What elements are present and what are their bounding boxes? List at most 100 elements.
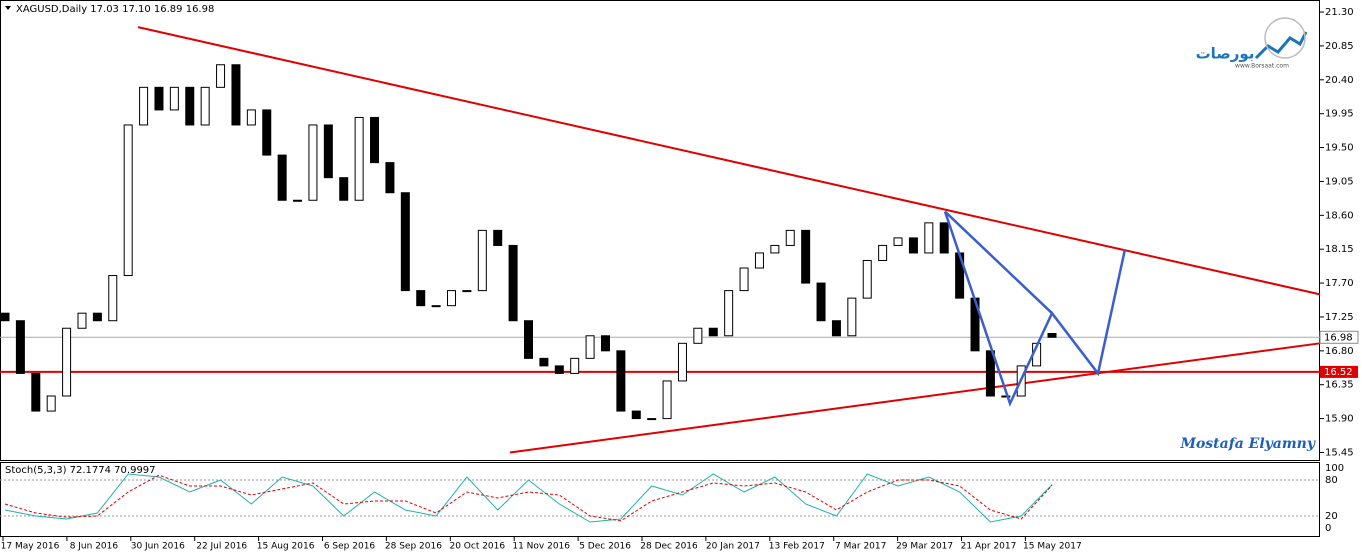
candle-body — [123, 124, 133, 277]
candle-body — [293, 199, 303, 202]
x-tick-label: 30 Jun 2016 — [131, 542, 185, 552]
candle-body — [262, 109, 272, 156]
candle-body — [246, 109, 256, 126]
candle-body — [924, 222, 934, 254]
x-tick-label: 22 Jul 2016 — [196, 542, 247, 552]
candle-body — [585, 335, 595, 359]
candle-body — [169, 86, 179, 111]
candle-body — [985, 350, 995, 397]
y-tick-label: 15.90 — [1325, 414, 1354, 425]
x-tick-label: 20 Oct 2016 — [449, 542, 505, 552]
menu-arrow — [5, 6, 11, 10]
candle-body — [62, 327, 72, 397]
candle-body — [570, 357, 580, 374]
candle-body — [92, 312, 102, 322]
x-tick-label: 15 May 2017 — [1023, 542, 1082, 552]
candle-body — [15, 320, 25, 374]
candle-body — [185, 86, 195, 126]
signature: Mostafa Elyamny — [1179, 436, 1315, 452]
candle-body — [847, 297, 857, 337]
y-tick-label: 17.70 — [1325, 278, 1354, 289]
candle-body — [862, 259, 872, 299]
level-label: 16.52 — [1324, 367, 1353, 378]
candle-body — [662, 380, 672, 420]
y-tick-label: 19.95 — [1325, 109, 1354, 120]
candle-body — [693, 327, 703, 344]
candle-body — [647, 418, 657, 421]
candle-body — [785, 229, 795, 246]
current-price-label: 16.98 — [1324, 332, 1353, 343]
candle-body — [600, 335, 610, 352]
stoch-tick-label: 80 — [1325, 475, 1338, 486]
candle-body — [739, 267, 749, 292]
candle-body — [554, 365, 564, 374]
candle-body — [1001, 395, 1011, 398]
chart-title: XAGUSD,Daily 17.03 17.10 16.89 16.98 — [16, 4, 214, 15]
candle-body — [831, 320, 841, 337]
candle-body — [878, 244, 888, 261]
candle-body — [339, 177, 349, 201]
x-tick-label: 28 Sep 2016 — [385, 542, 442, 552]
x-tick-label: 20 Jan 2017 — [706, 542, 760, 552]
candle-body — [431, 305, 441, 308]
y-tick-label: 17.25 — [1325, 312, 1354, 323]
logo: بورصات www.Borsaat.com — [1196, 17, 1308, 70]
main-panel — [0, 0, 1320, 461]
candle-body — [323, 124, 333, 179]
current-price-box — [1319, 330, 1359, 344]
candle-body — [400, 192, 410, 292]
candle-body — [908, 237, 918, 254]
stoch-main — [4, 473, 1053, 523]
x-tick-label: 11 Nov 2016 — [512, 542, 570, 552]
candle-body — [477, 229, 487, 292]
pattern-leg — [944, 210, 1053, 315]
candle-body — [770, 244, 780, 254]
x-tick-label: 17 May 2016 — [1, 542, 60, 552]
candle-body — [524, 320, 533, 359]
logo-text: بورصات — [1196, 45, 1255, 63]
y-tick-label: 16.80 — [1325, 346, 1354, 357]
candle-body — [724, 290, 734, 337]
x-tick-label: 29 Mar 2017 — [896, 542, 953, 552]
resistance-line — [137, 26, 1321, 296]
logo-url: www.Borsaat.com — [1235, 63, 1289, 70]
candle-body — [539, 357, 549, 367]
candle-body — [508, 244, 518, 322]
x-tick-label: 5 Dec 2016 — [579, 542, 631, 552]
logo-arrow — [1254, 31, 1308, 60]
y-tick-label: 18.60 — [1325, 210, 1354, 221]
candle-body — [108, 275, 118, 322]
candle-body — [0, 312, 10, 322]
y-tick-label: 20.85 — [1325, 41, 1354, 52]
stoch-title: Stoch(5,3,3) 72.1774 70.9997 — [5, 465, 156, 476]
x-tick-label: 13 Feb 2017 — [769, 542, 825, 552]
x-tick-label: 8 Jun 2016 — [70, 542, 119, 552]
stoch-panel — [0, 462, 1320, 537]
candle-body — [200, 86, 210, 126]
candle-body — [754, 252, 764, 269]
y-tick-label: 21.30 — [1325, 7, 1354, 18]
candle-body — [216, 64, 226, 88]
y-tick-label: 19.50 — [1325, 143, 1354, 154]
y-tick-label: 16.35 — [1325, 380, 1354, 391]
stoch-tick-label: 100 — [1325, 463, 1344, 474]
logo-globe — [1264, 17, 1306, 59]
y-tick-label: 15.45 — [1325, 447, 1354, 458]
x-tick-label: 21 Apr 2017 — [961, 542, 1017, 552]
candle-body — [677, 342, 687, 382]
level-box — [1320, 365, 1358, 378]
y-tick-label: 18.15 — [1325, 244, 1354, 255]
candle-body — [462, 290, 472, 293]
candle-body — [31, 372, 41, 412]
support-line — [509, 342, 1321, 454]
candle-body — [416, 290, 426, 307]
candle-body — [370, 116, 380, 164]
candle-body — [231, 64, 241, 126]
candle-body — [154, 86, 164, 111]
candle-body — [1047, 333, 1057, 338]
candle-body — [447, 290, 457, 307]
candle-body — [46, 395, 56, 412]
candle-body — [385, 162, 395, 194]
candle-body — [939, 222, 949, 254]
